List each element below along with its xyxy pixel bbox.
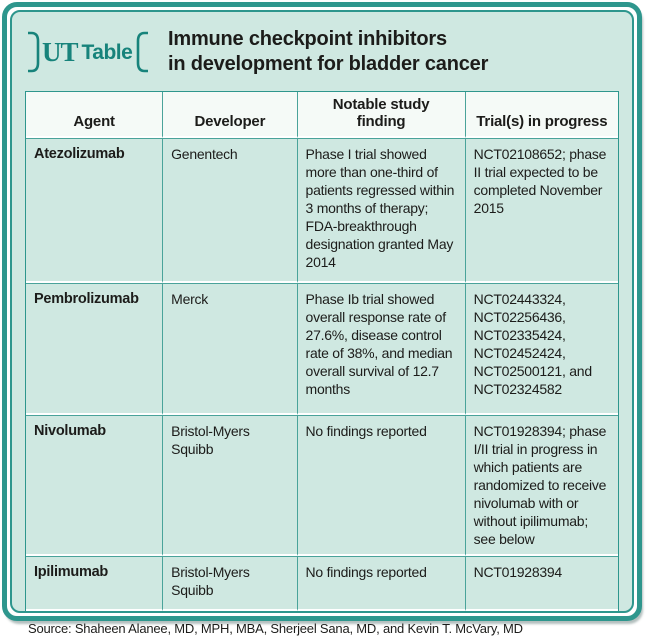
- column-header-developer-label: Developer: [194, 113, 266, 130]
- column-header-finding-label: Notable study finding: [332, 96, 430, 130]
- header-row: Agent Developer Notable study finding Tr…: [26, 92, 618, 138]
- cell-agent: Nivolumab: [26, 415, 163, 556]
- column-header-agent: Agent: [26, 92, 163, 138]
- badge-table-text: Table: [81, 41, 133, 64]
- figure-title: Immune checkpoint inhibitors in developm…: [168, 27, 488, 77]
- cell-agent: Ipilimumab: [26, 556, 163, 611]
- cell-developer: Bristol-Myers Squibb: [162, 556, 297, 611]
- left-bracket-icon: [28, 31, 40, 73]
- cell-trials: NCT01928394: [464, 556, 618, 611]
- inner-panel: UT Table Immune checkpoint inhibitors in…: [10, 10, 634, 636]
- column-header-developer: Developer: [162, 92, 297, 138]
- cell-finding: Phase Ib trial showed overall response r…: [296, 283, 465, 415]
- cell-developer: Genentech: [162, 138, 297, 283]
- cell-agent: Pembrolizumab: [26, 283, 163, 415]
- column-header-finding: Notable study finding: [296, 92, 465, 138]
- inhibitors-table: Agent Developer Notable study finding Tr…: [25, 91, 619, 612]
- cell-trials: NCT02108652; phase II trial expected to …: [464, 138, 618, 283]
- column-header-agent-label: Agent: [73, 113, 115, 130]
- cell-developer: Merck: [162, 283, 297, 415]
- table-row-atezolizumab: Atezolizumab Genentech Phase I trial sho…: [26, 138, 618, 283]
- table-row-nivolumab: Nivolumab Bristol-Myers Squibb No findin…: [26, 415, 618, 556]
- cell-trials: NCT01928394; phase I/II trial in progres…: [464, 415, 618, 556]
- badge-ut-text: UT: [42, 36, 79, 67]
- table-row-ipilimumab: Ipilimumab Bristol-Myers Squibb No findi…: [26, 556, 618, 611]
- cell-trials: NCT02443324, NCT02256436, NCT02335424, N…: [464, 283, 618, 415]
- column-header-trials: Trial(s) in progress: [464, 92, 618, 138]
- cell-developer: Bristol-Myers Squibb: [162, 415, 297, 556]
- ut-table-badge: UT Table: [27, 30, 161, 74]
- cell-agent: Atezolizumab: [26, 138, 163, 283]
- title-line-2: in development for bladder cancer: [168, 53, 489, 75]
- masthead: UT Table Immune checkpoint inhibitors in…: [27, 26, 619, 78]
- title-line-1: Immune checkpoint inhibitors: [168, 28, 447, 50]
- cell-finding: No findings reported: [296, 556, 465, 611]
- table-row-pembrolizumab: Pembrolizumab Merck Phase Ib trial showe…: [26, 283, 618, 415]
- cell-finding: No findings reported: [296, 415, 465, 556]
- column-header-trials-label: Trial(s) in progress: [476, 113, 608, 130]
- cell-finding: Phase I trial showed more than one-third…: [296, 138, 465, 283]
- right-bracket-icon: [137, 31, 149, 73]
